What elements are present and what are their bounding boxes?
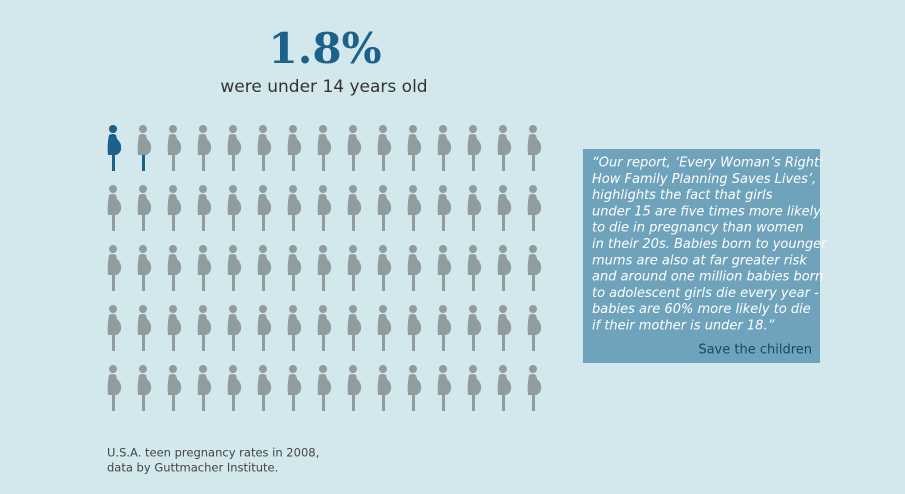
person-icon [257,185,272,231]
person-icon [527,305,542,351]
person-icon [347,185,362,231]
subtitle: were under 14 years old [220,77,427,97]
person-icon [167,365,182,411]
quote-line: if their mother is under 18.” [592,319,775,334]
person-icon [167,185,182,231]
person-icon [347,305,362,351]
person-icon [287,125,302,171]
person-icon [107,305,122,351]
person-icon [437,365,452,411]
note-line: U.S.A. teen pregnancy rates in 2008, [107,446,319,460]
person-icon [527,185,542,231]
person-icon [137,245,152,291]
person-icon [107,185,122,231]
person-icon [407,365,422,411]
person-icon [227,245,242,291]
person-icon [197,185,212,231]
quote-line: mums are also at far greater risk [592,253,807,268]
person-icon [167,245,182,291]
person-icon [227,185,242,231]
person-icon [347,365,362,411]
person-icon [377,125,392,171]
person-icon [467,125,482,171]
quote-line: under 15 are five times more likely [592,204,821,219]
filled-icon [107,125,122,171]
person-icon [227,365,242,411]
person-icon [407,185,422,231]
person-icon [347,125,362,171]
person-icon [227,125,242,171]
person-icon [107,245,122,291]
quote-line: and around one million babies born [592,270,823,285]
quote-line: in their 20s. Babies born to younger [592,237,828,252]
person-icon [167,125,182,171]
person-icon [437,125,452,171]
person-icon [167,305,182,351]
person-icon [437,245,452,291]
person-icon [287,365,302,411]
person-icon [497,245,512,291]
person-icon [287,245,302,291]
person-icon [467,185,482,231]
person-icon [437,185,452,231]
source-note: U.S.A. teen pregnancy rates in 2008,data… [107,446,319,475]
person-icon [257,245,272,291]
person-icon [137,365,152,411]
person-icon [317,185,332,231]
person-icon [377,245,392,291]
quote-line: “Our report, ‘Every Woman’s Right: [592,156,823,171]
person-icon [377,305,392,351]
person-icon [257,365,272,411]
person-icon [317,305,332,351]
person-icon [197,125,212,171]
person-icon [347,245,362,291]
quote-line: to die in pregnancy than women [592,221,804,236]
person-icon [527,365,542,411]
person-icon [407,125,422,171]
person-icon [317,245,332,291]
note-line: data by Guttmacher Institute. [107,461,278,475]
person-icon [317,125,332,171]
person-icon [137,305,152,351]
person-icon [407,245,422,291]
person-icon [497,125,512,171]
quote-source: Save the children [698,343,812,358]
person-icon [527,245,542,291]
headline-value: 1.8% [269,24,382,73]
person-icon [257,125,272,171]
person-icon [467,365,482,411]
person-icon [197,245,212,291]
person-icon [377,185,392,231]
quote-box [583,149,820,363]
person-icon [287,185,302,231]
icon-grid [107,125,542,411]
person-icon [467,245,482,291]
person-icon [377,365,392,411]
person-icon [497,185,512,231]
person-icon [107,365,122,411]
person-icon [107,125,122,171]
person-icon [527,125,542,171]
filled-icon [137,154,147,171]
person-icon [497,305,512,351]
person-icon [137,185,152,231]
quote-line: to adolescent girls die every year - [592,286,819,301]
person-icon [197,365,212,411]
quote-line: highlights the fact that girls [592,188,773,203]
person-icon [257,305,272,351]
person-icon [197,305,212,351]
person-icon [407,305,422,351]
quote: “Our report, ‘Every Woman’s Right:How Fa… [592,156,828,334]
person-icon [227,305,242,351]
person-icon [437,305,452,351]
quote-line: babies are 60% more likely to die [592,302,811,317]
person-icon [317,365,332,411]
person-icon [467,305,482,351]
person-icon [287,305,302,351]
person-icon [137,125,152,171]
quote-line: How Family Planning Saves Lives’, [592,172,816,187]
person-icon [497,365,512,411]
